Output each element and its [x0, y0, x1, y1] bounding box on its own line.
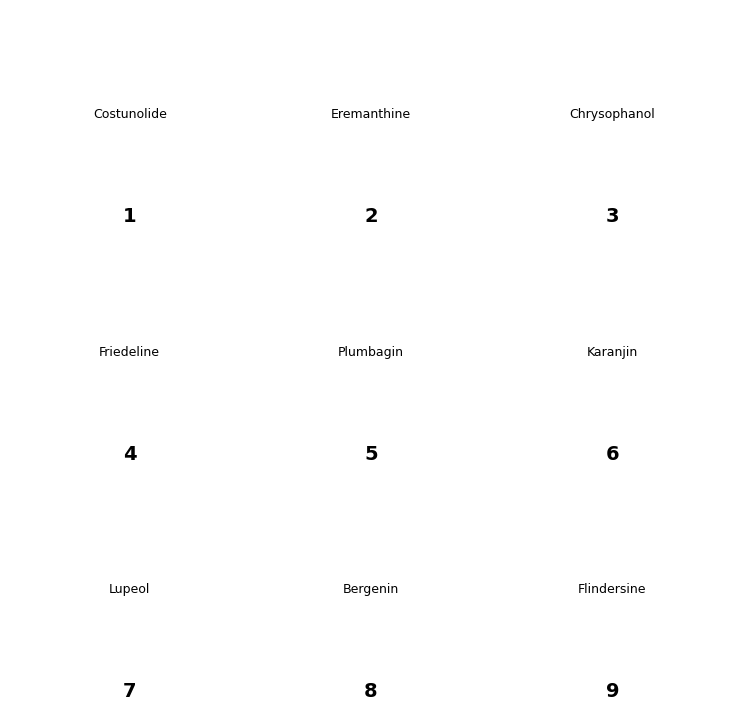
Text: 1: 1	[123, 207, 137, 226]
Text: Flindersine: Flindersine	[578, 583, 646, 596]
Text: 9: 9	[605, 682, 619, 701]
Text: 2: 2	[364, 207, 378, 226]
Text: 4: 4	[123, 444, 137, 464]
Text: Friedeline: Friedeline	[99, 346, 160, 359]
Text: Lupeol: Lupeol	[109, 583, 151, 596]
Text: Bergenin: Bergenin	[343, 583, 399, 596]
Text: Costunolide: Costunolide	[93, 108, 167, 121]
Text: 8: 8	[364, 682, 378, 701]
Text: Plumbagin: Plumbagin	[338, 346, 404, 359]
Text: 7: 7	[123, 682, 137, 701]
Text: 6: 6	[605, 444, 619, 464]
Text: Karanjin: Karanjin	[587, 346, 638, 359]
Text: 5: 5	[364, 444, 378, 464]
Text: Eremanthine: Eremanthine	[331, 108, 411, 121]
Text: Chrysophanol: Chrysophanol	[569, 108, 655, 121]
Text: 3: 3	[605, 207, 619, 226]
